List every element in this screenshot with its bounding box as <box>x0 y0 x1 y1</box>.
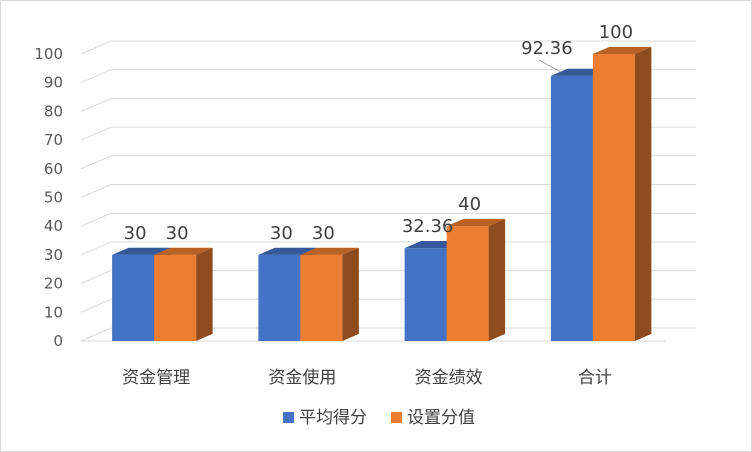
data-label: 30 <box>124 223 147 244</box>
gridline-side <box>80 97 112 112</box>
bar-set-front <box>300 254 343 341</box>
gridline-side <box>80 40 112 55</box>
data-label: 40 <box>458 194 481 215</box>
x-tick-label: 资金绩效 <box>415 368 483 388</box>
bar-set-side <box>488 219 506 341</box>
y-tick-label: 80 <box>44 102 63 120</box>
bar-avg-front <box>550 75 593 341</box>
x-tick-label: 资金管理 <box>122 368 190 388</box>
data-label: 30 <box>312 223 335 244</box>
bar-set-side <box>342 247 359 341</box>
y-tick-label: 70 <box>44 131 63 149</box>
x-tick-label: 合计 <box>578 368 612 388</box>
gridline-side <box>80 155 112 170</box>
y-tick-label: 90 <box>44 74 63 92</box>
gridline-side <box>80 212 112 227</box>
data-label: 92.36 <box>521 38 573 59</box>
bar-set-side <box>634 46 652 341</box>
y-tick-label: 40 <box>44 217 63 235</box>
bar-set-top <box>300 247 359 255</box>
bar-set-top <box>592 46 652 54</box>
x-tick-label: 资金使用 <box>268 367 336 388</box>
gridline-side <box>80 184 112 198</box>
bar-avg-front <box>258 254 301 341</box>
bar-set-front <box>154 254 197 341</box>
gridline-side <box>80 126 112 141</box>
y-tick-label: 60 <box>44 160 63 178</box>
bar-avg-top <box>258 247 317 255</box>
bar-avg-front <box>404 248 447 341</box>
bar-set-top <box>446 219 506 227</box>
y-tick-label: 50 <box>44 189 63 207</box>
bar-set-front <box>446 226 489 341</box>
y-tick-label: 20 <box>44 275 63 293</box>
legend-swatch-set <box>391 412 402 423</box>
y-tick-label: 0 <box>53 332 63 350</box>
bar-set-front <box>592 54 635 341</box>
gridline-side <box>80 298 112 313</box>
data-label: 30 <box>166 223 189 244</box>
legend-label: 平均得分 <box>299 408 367 428</box>
legend-swatch-avg <box>283 412 294 423</box>
y-tick-label: 100 <box>34 45 63 63</box>
gridline-side <box>80 327 112 342</box>
bar-set-side <box>196 247 213 341</box>
y-tick-label: 30 <box>44 246 63 264</box>
bar-avg-top <box>112 247 171 255</box>
data-label-leader <box>538 59 562 73</box>
bar-avg-front <box>112 254 155 341</box>
gridline-side <box>80 241 112 256</box>
y-tick-label: 10 <box>44 303 63 321</box>
data-label: 32.36 <box>402 216 454 237</box>
gridline-side <box>80 69 112 84</box>
gridline-side <box>80 270 112 285</box>
data-label: 100 <box>599 22 633 43</box>
bar-set-top <box>154 247 213 255</box>
data-label: 30 <box>270 223 293 244</box>
legend-label: 设置分值 <box>407 408 475 428</box>
